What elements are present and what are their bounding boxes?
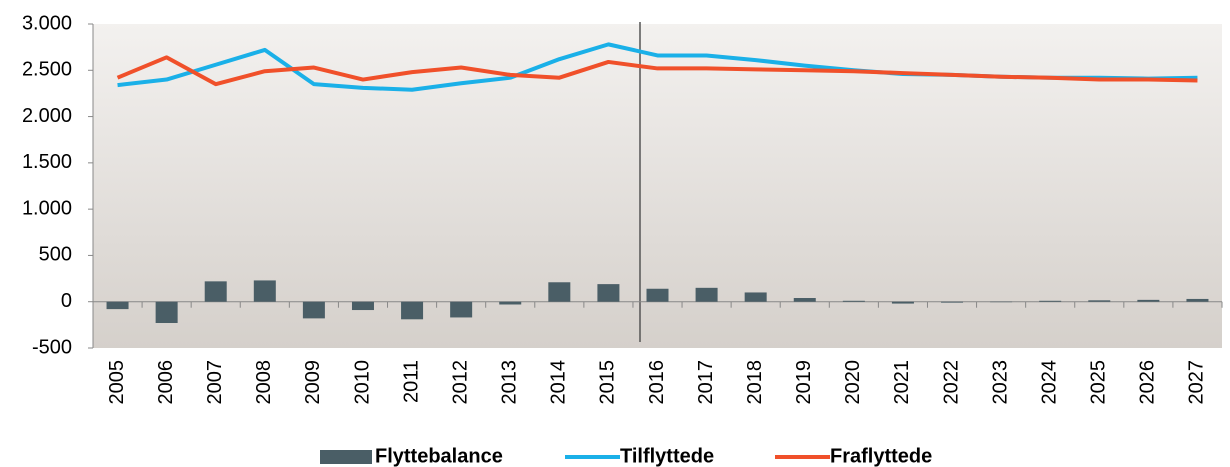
y-tick-label: 1.000: [22, 197, 72, 219]
y-tick-label: 500: [39, 244, 72, 266]
line: [116, 55, 1198, 87]
bar: [499, 301, 522, 305]
legend-swatch: [320, 450, 372, 464]
x-tick-label: 2026: [1137, 360, 1159, 405]
x-tick-label: 2024: [1038, 360, 1060, 405]
x-tick-label: 2022: [940, 360, 962, 405]
x-tick-label: 2008: [253, 360, 275, 405]
bar: [1186, 298, 1209, 302]
x-tick-label: 2015: [597, 360, 619, 405]
bar: [646, 288, 669, 302]
bar: [204, 281, 227, 302]
x-tick-label: 2005: [106, 360, 128, 405]
y-tick-label: 1.500: [22, 151, 72, 173]
bar: [793, 298, 816, 302]
y-tick-label: 2.000: [22, 105, 72, 127]
x-tick-label: 2010: [351, 360, 373, 405]
x-tick-label: 2023: [989, 360, 1011, 405]
bar: [1039, 300, 1062, 302]
legend-label: Fraflyttede: [830, 445, 932, 467]
bar: [597, 284, 620, 302]
x-tick-label: 2027: [1186, 360, 1208, 405]
bar: [941, 301, 964, 303]
x-tick-label: 2017: [695, 360, 717, 405]
legend-label: Flyttebalance: [375, 445, 503, 467]
x-tick-label: 2021: [891, 360, 913, 405]
bar: [302, 301, 325, 319]
x-tick-label: 2012: [449, 360, 471, 405]
bar: [401, 301, 424, 320]
y-tick-label: -500: [32, 336, 72, 358]
bar: [891, 301, 914, 304]
x-tick-label: 2016: [646, 360, 668, 405]
bar: [842, 300, 865, 302]
bar: [744, 292, 767, 302]
x-tick-label: 2011: [400, 360, 422, 403]
bar: [106, 301, 129, 310]
bar: [695, 287, 718, 302]
x-tick-label: 2014: [548, 360, 570, 405]
x-tick-label: 2018: [744, 360, 766, 405]
y-tick-label: 3.000: [22, 12, 72, 34]
x-tick-label: 2007: [204, 360, 226, 405]
x-tick-label: 2009: [302, 360, 324, 405]
x-tick-label: 2013: [499, 360, 521, 405]
bar: [450, 301, 473, 318]
bar: [155, 301, 178, 324]
x-tick-label: 2019: [793, 360, 815, 405]
x-tick-label: 2006: [155, 360, 177, 405]
y-tick-label: 0: [61, 290, 72, 312]
bar: [351, 301, 374, 311]
x-tick-label: 2025: [1088, 360, 1110, 405]
y-tick-label: 2.500: [22, 59, 72, 81]
legend-label: Tilflyttede: [620, 445, 714, 467]
bar: [1137, 299, 1160, 302]
x-tick-label: 2020: [842, 360, 864, 405]
bar: [253, 280, 276, 302]
bar: [548, 282, 571, 302]
bar: [1088, 300, 1111, 302]
